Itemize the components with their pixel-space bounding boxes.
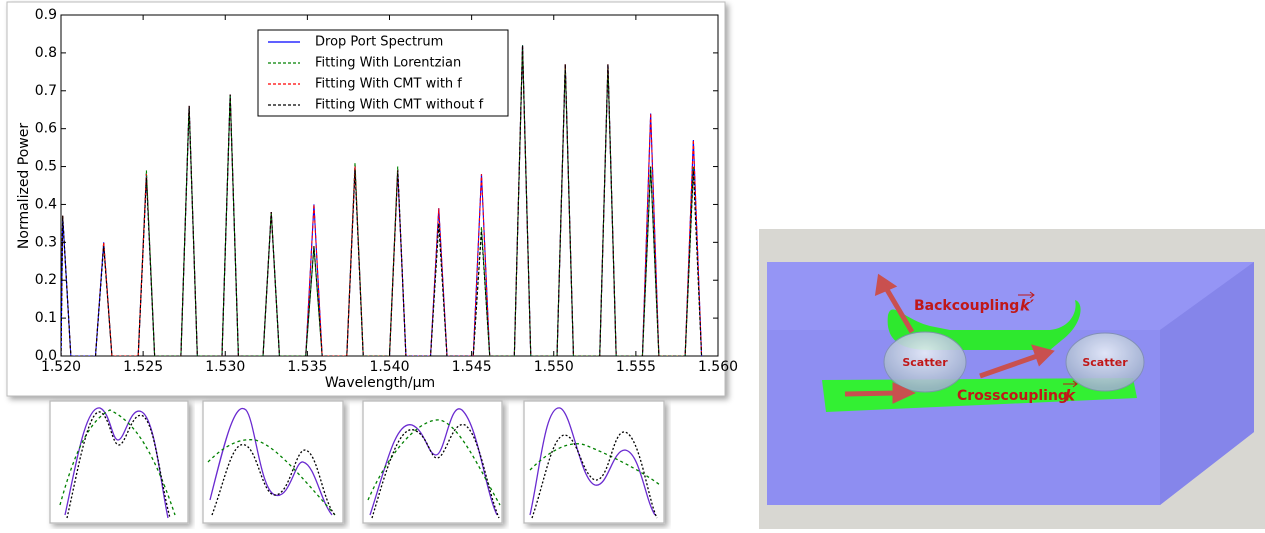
x-tick-label: 1.555 (616, 359, 656, 375)
crosscoupling-symbol: k (1065, 387, 1076, 405)
inset-curve (529, 443, 661, 486)
x-tick-label: 1.560 (698, 359, 738, 375)
arrow (883, 286, 915, 334)
ring-diagram: Backcoupling k′ Scatter Scatter Crosscou… (759, 229, 1265, 529)
y-tick-label: 0.5 (35, 159, 57, 175)
y-tick-label: 0.4 (35, 196, 57, 212)
insets (49, 400, 665, 524)
arrow (844, 390, 899, 397)
x-tick-label: 1.545 (452, 359, 492, 375)
y-tick-label: 0.7 (35, 83, 57, 99)
y-tick-label: 0.8 (35, 45, 57, 61)
inset-curve (207, 439, 336, 516)
y-tick-label: 0.0 (35, 348, 57, 364)
y-tick-label: 0.2 (35, 272, 57, 288)
inset-curve (64, 407, 169, 519)
inset-curve (211, 444, 336, 516)
inset-curve (529, 407, 656, 516)
y-axis-label: Normalized Power (16, 123, 32, 249)
x-tick-label: 1.535 (287, 359, 327, 375)
inset-frame (202, 400, 344, 524)
scatter-center (883, 331, 967, 393)
y-tick-label: 0.9 (35, 7, 57, 23)
x-tick-label: 1.525 (123, 359, 163, 375)
y-tick-label: 0.3 (35, 234, 57, 250)
inset-curve (59, 409, 176, 516)
legend-label: Drop Port Spectrum (315, 35, 443, 50)
vector-arrow (1018, 291, 1035, 299)
inset-curve (66, 411, 171, 519)
inset-curve (209, 407, 333, 516)
series-line (61, 45, 703, 356)
inset-curve (371, 424, 500, 519)
arrowhead (892, 382, 916, 404)
inset-frame (523, 400, 665, 524)
x-tick-label: 1.550 (534, 359, 574, 375)
substrate-side (1160, 262, 1254, 505)
arrowhead (1031, 344, 1055, 367)
legend-label: Fitting With CMT without f (315, 98, 484, 113)
y-tick-label: 0.6 (35, 121, 57, 137)
inset-curve (531, 431, 658, 519)
backcoupling-label: Backcoupling (914, 298, 1019, 314)
scatter-center (1065, 332, 1145, 392)
arrow (979, 352, 1041, 379)
legend-label: Fitting With CMT with f (315, 77, 462, 92)
arrowhead (874, 273, 898, 297)
scatter-label: Scatter (1082, 356, 1128, 369)
y-tick-label: 0.1 (35, 310, 57, 326)
vector-arrow (1063, 380, 1078, 388)
x-axis-label: Wavelength/μm (325, 375, 435, 391)
crosscoupling-label: Crosscoupling (957, 388, 1068, 404)
x-tick-label: 1.520 (41, 359, 81, 375)
backcoupling-symbol: k′ (1020, 297, 1034, 315)
x-tick-label: 1.540 (369, 359, 409, 375)
inset-curve (367, 419, 501, 506)
legend-label: Fitting With Lorentzian (315, 56, 461, 71)
x-tick-label: 1.530 (205, 359, 245, 375)
inset-curve (369, 408, 498, 516)
legend-box (257, 29, 509, 117)
plot-lines (61, 45, 703, 356)
scatter-label: Scatter (902, 356, 948, 369)
